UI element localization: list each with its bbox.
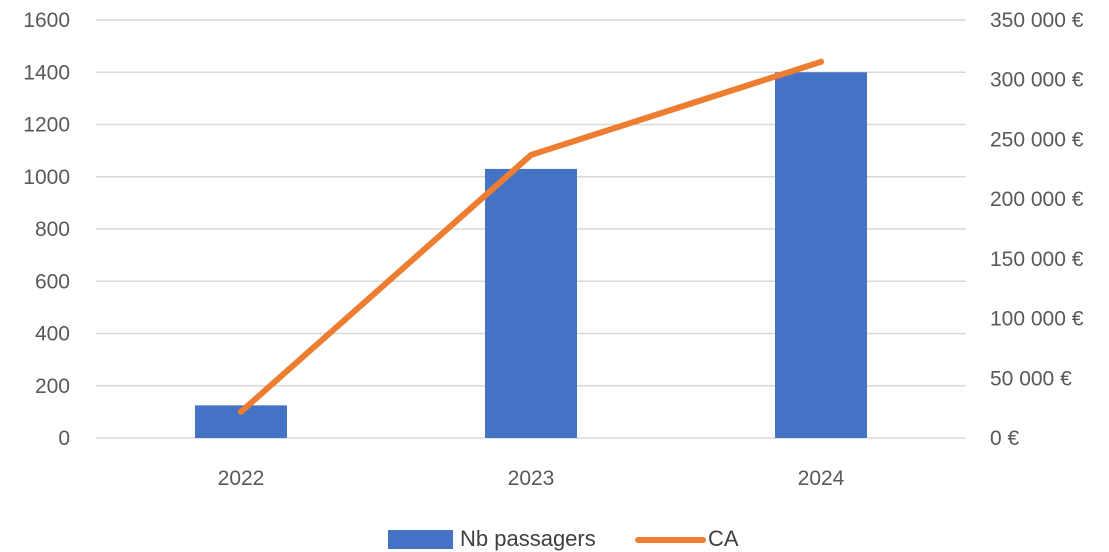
right-axis-tick-label: 100 000 € (990, 308, 1084, 331)
right-axis-tick-labels: 0 € 50 000 € 100 000 € 150 000 € 200 000 € 25… (990, 9, 1084, 450)
legend: Nb passagers CA (388, 526, 739, 551)
legend-label-nb-passagers: Nb passagers (460, 526, 596, 551)
left-axis-tick-label: 1600 (23, 9, 70, 32)
ca-point-2024 (818, 58, 824, 65)
legend-swatch-nb-passagers (388, 530, 453, 549)
ca-point-2023 (528, 151, 534, 158)
right-axis-tick-label: 300 000 € (990, 69, 1084, 92)
right-axis-tick-label: 350 000 € (990, 9, 1084, 32)
left-axis-tick-label: 0 (58, 427, 70, 450)
left-axis-tick-label: 600 (35, 270, 70, 293)
bar-2024 (775, 72, 867, 438)
left-axis-tick-label: 800 (35, 218, 70, 241)
bar-series-nb-passagers (195, 72, 867, 438)
ca-point-2022 (238, 408, 244, 415)
left-axis-tick-label: 200 (35, 375, 70, 398)
left-axis-tick-label: 400 (35, 323, 70, 346)
right-axis-tick-label: 200 000 € (990, 188, 1084, 211)
bar-2023 (485, 168, 577, 438)
left-axis-tick-label: 1400 (23, 61, 70, 84)
x-axis-tick-label: 2022 (218, 467, 265, 490)
line-series-ca (238, 58, 824, 415)
right-axis-tick-label: 150 000 € (990, 248, 1084, 271)
left-axis-tick-label: 1200 (23, 114, 70, 137)
right-axis-tick-label: 250 000 € (990, 128, 1084, 151)
left-axis-tick-labels: 0 200 400 600 800 1000 1200 1400 1600 (23, 9, 70, 450)
right-axis-tick-label: 50 000 € (990, 367, 1072, 390)
x-axis-tick-label: 2024 (798, 467, 845, 490)
legend-label-ca: CA (708, 526, 739, 551)
x-axis-tick-labels: 2022 2023 2024 (218, 467, 845, 490)
x-axis-tick-label: 2023 (508, 467, 555, 490)
left-axis-tick-label: 1000 (23, 166, 70, 189)
right-axis-tick-label: 0 € (990, 427, 1020, 450)
